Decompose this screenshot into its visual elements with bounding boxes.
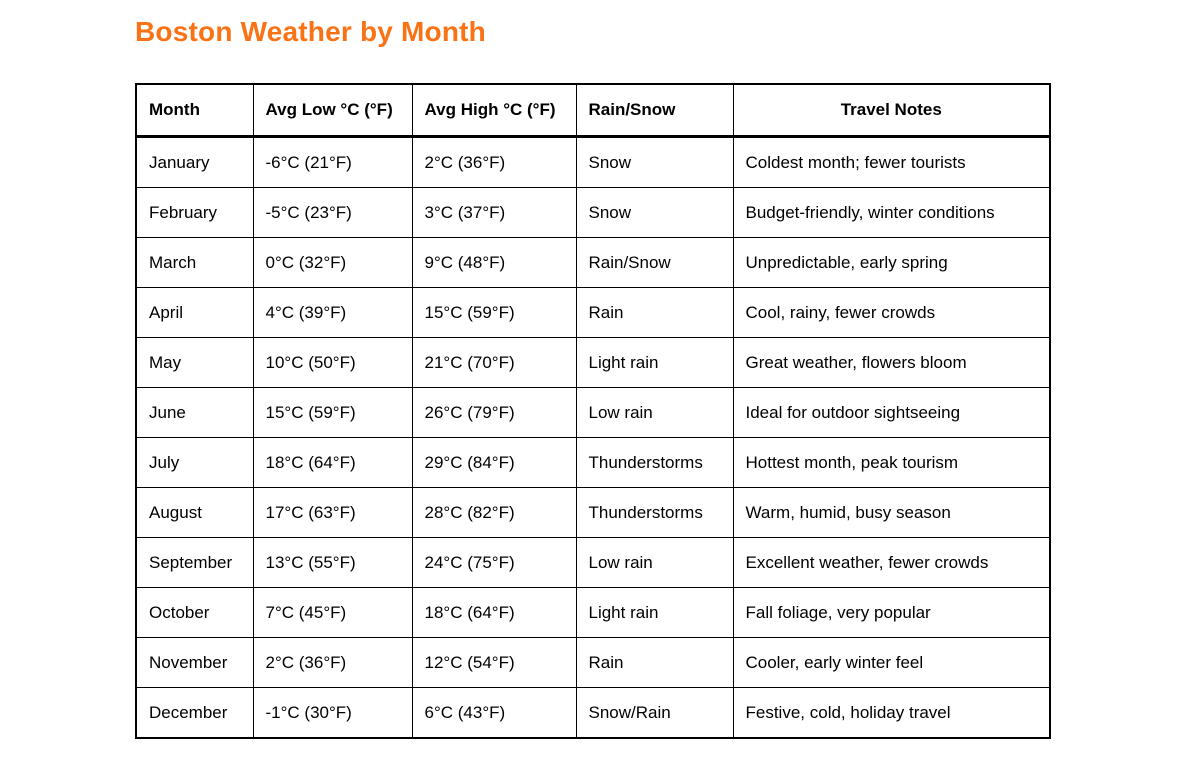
table-row: April 4°C (39°F) 15°C (59°F) Rain Cool, rain… xyxy=(135,287,1051,338)
table-cell: -5°C (23°F) xyxy=(252,187,413,238)
table-cell: -1°C (30°F) xyxy=(252,687,413,739)
table-cell: 6°C (43°F) xyxy=(411,687,577,739)
table-cell: March xyxy=(135,237,254,288)
table-cell: Hottest month, peak tourism xyxy=(732,437,1051,488)
table-cell: August xyxy=(135,487,254,538)
table-cell: Snow xyxy=(575,136,734,188)
table-cell: 3°C (37°F) xyxy=(411,187,577,238)
table-cell: February xyxy=(135,187,254,238)
table-cell: 13°C (55°F) xyxy=(252,537,413,588)
table-row: March 0°C (32°F) 9°C (48°F) Rain/Snow Unpred… xyxy=(135,237,1051,288)
table-row: December -1°C (30°F) 6°C (43°F) Snow/Rain Fe… xyxy=(135,687,1051,739)
table-cell: Snow xyxy=(575,187,734,238)
table-cell: 26°C (79°F) xyxy=(411,387,577,438)
table-cell: January xyxy=(135,136,254,188)
table-row: November 2°C (36°F) 12°C (54°F) Rain Cooler,… xyxy=(135,637,1051,688)
table-cell: 2°C (36°F) xyxy=(411,136,577,188)
column-header: Avg Low °C (°F) xyxy=(252,83,413,138)
table-cell: 18°C (64°F) xyxy=(252,437,413,488)
table-cell: 4°C (39°F) xyxy=(252,287,413,338)
table-cell: Fall foliage, very popular xyxy=(732,587,1051,638)
table-cell: Low rain xyxy=(575,387,734,438)
page-title: Boston Weather by Month xyxy=(135,16,486,47)
table-row: January -6°C (21°F) 2°C (36°F) Snow Coldest … xyxy=(135,136,1051,188)
table-cell: 10°C (50°F) xyxy=(252,337,413,388)
table-cell: November xyxy=(135,637,254,688)
table-body: January -6°C (21°F) 2°C (36°F) Snow Coldest … xyxy=(135,136,1051,739)
table-cell: 9°C (48°F) xyxy=(411,237,577,288)
table-cell: Thunderstorms xyxy=(575,437,734,488)
table-row: May 10°C (50°F) 21°C (70°F) Light rain Great… xyxy=(135,337,1051,388)
table-cell: Thunderstorms xyxy=(575,487,734,538)
table-cell: -6°C (21°F) xyxy=(252,136,413,188)
table-cell: June xyxy=(135,387,254,438)
table-cell: Cooler, early winter feel xyxy=(732,637,1051,688)
table-header: Month Avg Low °C (°F) Avg High °C (°F) Rain… xyxy=(135,83,1051,138)
table-cell: Snow/Rain xyxy=(575,687,734,739)
table-cell: 0°C (32°F) xyxy=(252,237,413,288)
table-cell: 7°C (45°F) xyxy=(252,587,413,638)
table-row: June 15°C (59°F) 26°C (79°F) Low rain Ideal … xyxy=(135,387,1051,438)
table-cell: May xyxy=(135,337,254,388)
table-cell: Ideal for outdoor sightseeing xyxy=(732,387,1051,438)
table-cell: Great weather, flowers bloom xyxy=(732,337,1051,388)
table-row: February -5°C (23°F) 3°C (37°F) Snow Budget-… xyxy=(135,187,1051,238)
table-cell: Unpredictable, early spring xyxy=(732,237,1051,288)
table-row: October 7°C (45°F) 18°C (64°F) Light rain Fa… xyxy=(135,587,1051,638)
weather-table: Month Avg Low °C (°F) Avg High °C (°F) Rain… xyxy=(135,83,1051,739)
column-header: Travel Notes xyxy=(732,83,1051,138)
table-cell: Excellent weather, fewer crowds xyxy=(732,537,1051,588)
table-cell: Rain/Snow xyxy=(575,237,734,288)
table-cell: 18°C (64°F) xyxy=(411,587,577,638)
table-cell: Light rain xyxy=(575,587,734,638)
table-cell: 24°C (75°F) xyxy=(411,537,577,588)
table-cell: 2°C (36°F) xyxy=(252,637,413,688)
table-row: August 17°C (63°F) 28°C (82°F) Thunderstorm… xyxy=(135,487,1051,538)
table-cell: April xyxy=(135,287,254,338)
table-cell: Festive, cold, holiday travel xyxy=(732,687,1051,739)
table-cell: Low rain xyxy=(575,537,734,588)
table-cell: Warm, humid, busy season xyxy=(732,487,1051,538)
column-header: Rain/Snow xyxy=(575,83,734,138)
table-cell: Budget-friendly, winter conditions xyxy=(732,187,1051,238)
table-cell: December xyxy=(135,687,254,739)
table-cell: July xyxy=(135,437,254,488)
table-row: July 18°C (64°F) 29°C (84°F) Thunderstorms H… xyxy=(135,437,1051,488)
table-cell: Coldest month; fewer tourists xyxy=(732,136,1051,188)
table-cell: 15°C (59°F) xyxy=(252,387,413,438)
table-cell: 29°C (84°F) xyxy=(411,437,577,488)
table-cell: Rain xyxy=(575,637,734,688)
column-header: Avg High °C (°F) xyxy=(411,83,577,138)
table-cell: 12°C (54°F) xyxy=(411,637,577,688)
table-cell: 17°C (63°F) xyxy=(252,487,413,538)
table-row: September 13°C (55°F) 24°C (75°F) Low rain E… xyxy=(135,537,1051,588)
table-cell: 28°C (82°F) xyxy=(411,487,577,538)
table-cell: September xyxy=(135,537,254,588)
table-cell: October xyxy=(135,587,254,638)
table-cell: Rain xyxy=(575,287,734,338)
header-row: Month Avg Low °C (°F) Avg High °C (°F) Rain… xyxy=(135,83,1051,138)
column-header: Month xyxy=(135,83,254,138)
table-cell: Cool, rainy, fewer crowds xyxy=(732,287,1051,338)
table-cell: 21°C (70°F) xyxy=(411,337,577,388)
table-cell: Light rain xyxy=(575,337,734,388)
table-cell: 15°C (59°F) xyxy=(411,287,577,338)
